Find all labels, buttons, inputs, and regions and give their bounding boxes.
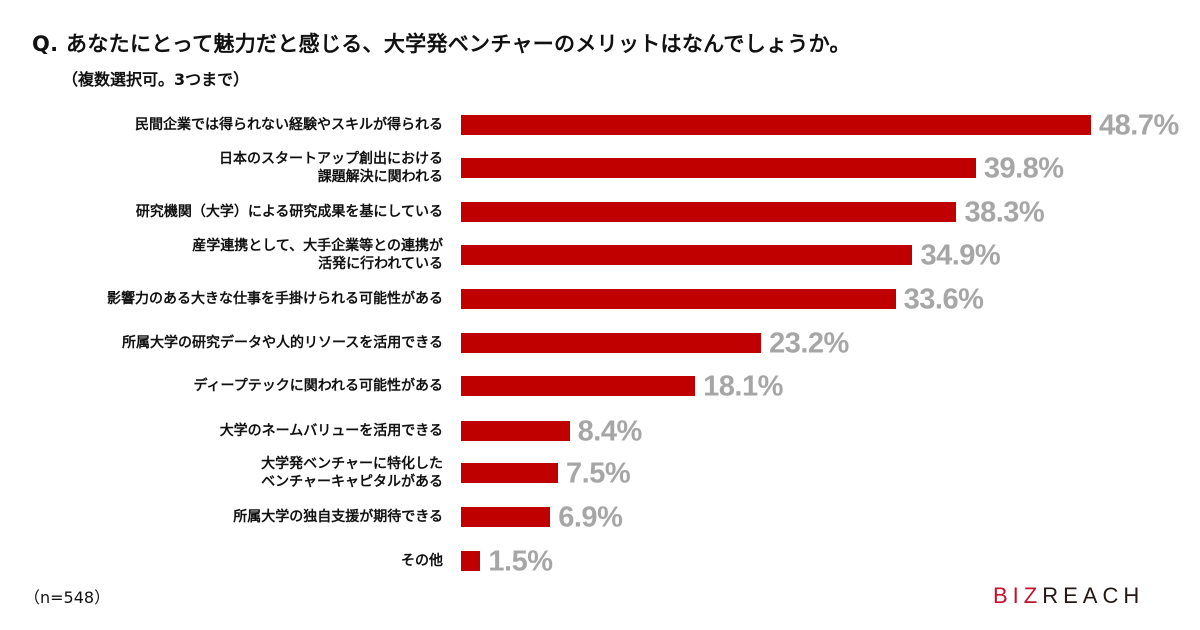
category-label: 所属大学の研究データや人的リソースを活用できる [121,335,443,351]
chart-subtitle: （複数選択可。3つまで） [62,70,250,89]
category-label: 民間企業では得られない経験やスキルが得られる [135,117,443,133]
value-label: 39.8% [983,152,1064,185]
value-label: 18.1% [703,370,783,403]
category-label: 産学連携として、大手企業等との連携が 活発に行われている [192,238,443,272]
value-label: 1.5% [488,545,553,578]
value-label: 48.7% [1099,109,1179,142]
bar [461,158,976,178]
value-label: 6.9% [558,501,623,534]
value-label: 8.4% [577,415,643,448]
value-label: 23.2% [769,327,849,360]
bar [461,333,762,353]
value-label: 7.5% [566,457,631,490]
chart-title: Q. あなたにとって魅力だと感じる、大学発ベンチャーのメリットはなんでしょうか。 [32,32,851,56]
value-label: 38.3% [964,196,1045,229]
bar [461,289,896,309]
bar [461,463,559,483]
logo-part2: REACH [1042,583,1145,608]
bar [461,551,481,571]
bizreach-logo: BIZREACH [993,583,1144,609]
logo-part1: BIZ [993,583,1043,608]
category-label: その他 [401,553,443,569]
category-label: 影響力のある大きな仕事を手掛けられる可能性がある [107,291,443,307]
bar [461,202,957,222]
category-label: 大学のネームバリューを活用できる [219,423,443,439]
category-label: 研究機関（大学）による研究成果を基にしている [135,204,443,220]
category-label: 日本のスタートアップ創出における 課題解決に関われる [219,151,443,185]
bar [461,376,696,396]
category-label: 大学発ベンチャーに特化した ベンチャーキャピタルがある [261,456,443,490]
bar [461,421,570,441]
value-label: 33.6% [903,283,984,316]
sample-size-note: （n=548） [24,588,111,607]
bar [461,115,1091,135]
value-label: 34.9% [920,239,1001,272]
category-label: 所属大学の独自支援が期待できる [233,509,443,525]
bar [461,507,551,527]
bar [461,245,913,265]
category-label: ディープテックに関われる可能性がある [193,378,443,394]
